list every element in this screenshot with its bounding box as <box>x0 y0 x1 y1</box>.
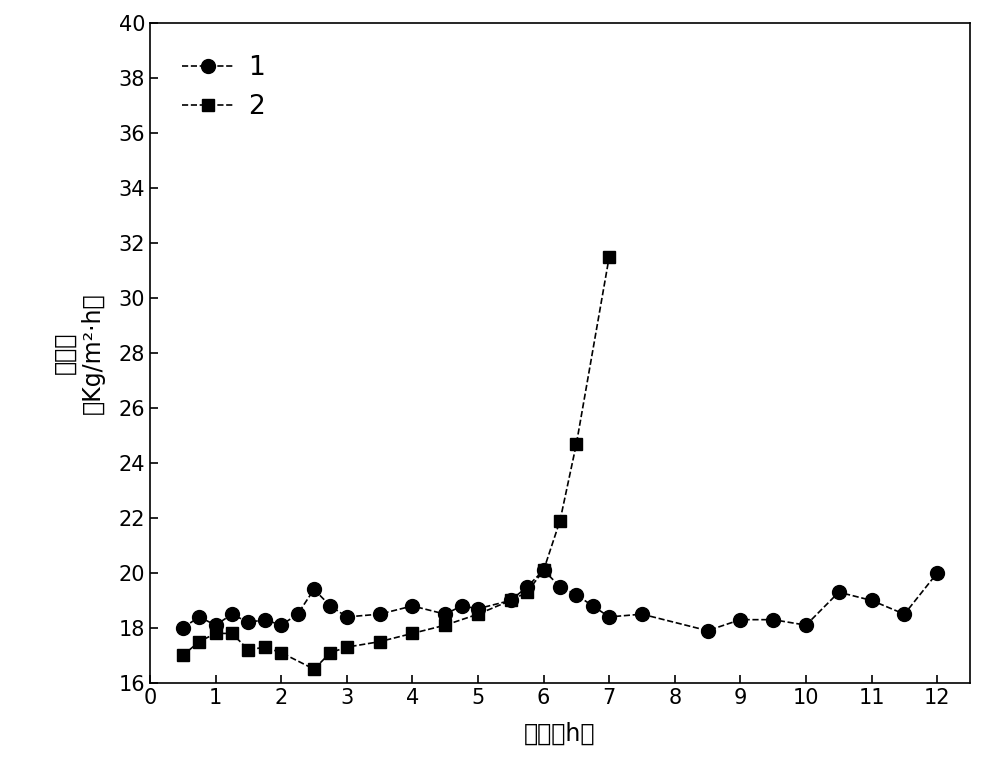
1 <box>374 609 386 618</box>
2 <box>472 609 484 618</box>
2 <box>242 646 254 655</box>
2 <box>505 596 517 605</box>
1 <box>472 604 484 613</box>
1 <box>324 601 336 611</box>
1 <box>554 582 566 591</box>
1 <box>931 568 943 577</box>
2 <box>406 629 418 638</box>
2 <box>439 621 451 630</box>
1 <box>800 621 812 630</box>
1 <box>177 623 189 632</box>
2 <box>374 637 386 646</box>
1 <box>308 585 320 594</box>
1 <box>538 566 550 575</box>
1 <box>734 615 746 625</box>
2 <box>308 664 320 674</box>
2 <box>603 252 615 262</box>
Y-axis label: 膜通量
（Kg/m²·h）: 膜通量 （Kg/m²·h） <box>53 293 105 414</box>
1 <box>898 609 910 618</box>
2 <box>570 439 582 449</box>
1 <box>570 591 582 600</box>
1 <box>521 582 533 591</box>
1 <box>833 587 845 597</box>
1 <box>439 609 451 618</box>
1 <box>242 618 254 627</box>
1 <box>406 601 418 611</box>
1 <box>226 609 238 618</box>
1 <box>456 601 468 611</box>
1 <box>505 596 517 605</box>
1 <box>341 612 353 622</box>
Legend: 1, 2: 1, 2 <box>171 44 275 130</box>
1 <box>866 596 878 605</box>
X-axis label: 时间（h）: 时间（h） <box>524 722 596 746</box>
1 <box>259 615 271 625</box>
2 <box>324 648 336 657</box>
2 <box>226 629 238 638</box>
2 <box>521 587 533 597</box>
1 <box>210 621 222 630</box>
2 <box>210 629 222 638</box>
2 <box>538 566 550 575</box>
Line: 2: 2 <box>177 251 615 675</box>
1 <box>603 612 615 622</box>
2 <box>177 651 189 660</box>
2 <box>259 643 271 652</box>
1 <box>275 621 287 630</box>
2 <box>341 643 353 652</box>
1 <box>767 615 779 625</box>
1 <box>193 612 205 622</box>
2 <box>193 637 205 646</box>
1 <box>587 601 599 611</box>
1 <box>636 609 648 618</box>
2 <box>554 516 566 525</box>
1 <box>292 609 304 618</box>
Line: 1: 1 <box>176 563 944 638</box>
1 <box>702 626 714 636</box>
2 <box>275 648 287 657</box>
